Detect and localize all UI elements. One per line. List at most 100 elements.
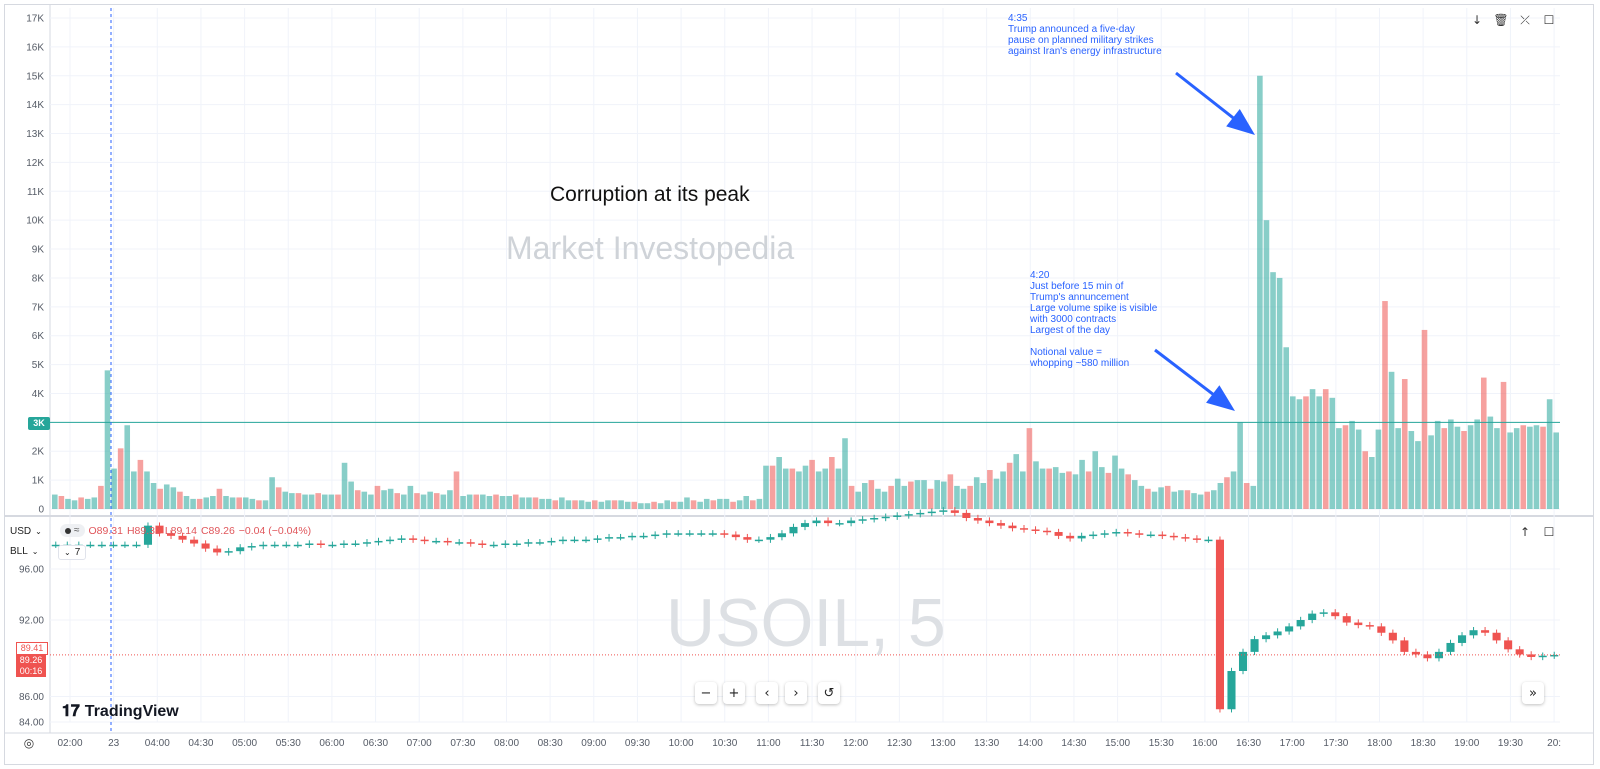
visibility-toggle[interactable]: ≈ [60,524,85,537]
volume-bar [262,500,269,509]
candle-body [939,510,948,512]
volume-bar [315,493,321,509]
volume-bar [1454,426,1461,509]
volume-bar [1316,396,1322,509]
download-icon[interactable]: ↓ [1471,13,1483,27]
candle-body [1008,525,1017,529]
current-price-tag: 89.26 [16,655,46,666]
volume-bar [723,498,730,509]
volume-bar [361,491,368,509]
volume-bar [1329,397,1336,509]
volume-bar [1507,432,1513,509]
unit-selector[interactable]: BLL ⌄ [10,546,39,557]
volume-bar [506,496,512,509]
candle-body [190,539,199,544]
volume-bar [736,500,743,509]
ohlc-low: L89.14 [164,524,197,537]
candle-body [259,544,268,547]
candle-body [1446,642,1455,652]
candle-body [409,538,418,540]
volume-bar [697,501,703,509]
price-axis: 96.00 92.00 86.00 84.00 [19,565,44,729]
interval-selector[interactable]: ⌄ 7 [58,545,87,560]
volume-tick-label: 0 [38,505,44,516]
volume-bar [84,498,91,509]
zoom-out-button[interactable]: − [695,682,717,704]
annotation-1-arrow-head [1226,109,1255,135]
volume-bar [624,501,631,509]
candle-body [973,518,982,521]
volume-bar [1309,389,1316,509]
volume-bar [480,494,486,509]
candle-body [1077,535,1086,539]
collapse-icon[interactable]: ⤫ [1520,12,1530,27]
volume-bar [631,501,638,509]
volume-bar [644,503,651,509]
price-tick-label: 86.00 [19,692,44,703]
maximize-icon[interactable]: ☐ [1543,13,1555,27]
volume-bar [1224,477,1230,509]
scroll-to-realtime-button[interactable]: » [1522,682,1544,704]
volume-bar [1085,471,1092,509]
time-tick-label: 09:00 [581,738,606,749]
time-tick-label: 12:30 [887,738,912,749]
volume-bar [835,468,842,509]
volume-bar [914,480,921,509]
volume-bar [1125,474,1131,509]
volume-bar [809,459,815,509]
time-tick-label: 13:30 [974,738,999,749]
candle-body [1527,654,1536,657]
scroll-forward-button[interactable]: › [785,682,807,704]
candle-body [132,544,141,547]
volume-tick-label: 7K [32,302,45,313]
volume-tick-label: 2K [32,447,45,458]
last-price-tag: 89.41 [16,642,48,655]
candle-body [558,539,567,542]
time-tick-label: 08:30 [538,738,563,749]
volume-bar [1217,483,1224,509]
zoom-in-button[interactable]: + [723,682,745,704]
ohlc-legend: ≈ O89.31 H89.32 L89.14 C89.26 −0.04 (−0.… [60,524,311,537]
volume-bar [1533,425,1540,509]
reset-view-button[interactable]: ↺ [818,682,840,704]
trash-icon[interactable]: 🗑 [1493,13,1509,27]
volume-bar [940,481,947,509]
tradingview-logo[interactable]: 𝟏𝟕 TradingView [62,703,179,721]
volume-bar [730,501,736,509]
volume-bar [861,483,868,509]
volume-bar [987,470,993,509]
volume-bar [1520,425,1527,509]
move-up-icon[interactable]: ↑ [1519,525,1531,539]
settings-icon[interactable]: ◎ [23,736,35,750]
currency-selector[interactable]: USD ⌄ [10,526,42,537]
candle-body [639,535,648,538]
time-tick-label: 15:00 [1105,738,1130,749]
volume-bar [289,493,295,509]
symbol-watermark: USOIL, 5 [666,585,946,661]
volume-bar [1395,428,1401,509]
volume-bar [473,494,480,509]
volume-bar [591,500,598,509]
volume-bar [743,496,750,509]
candle-body [1135,533,1144,535]
volume-bar [295,493,302,509]
candle-body [927,511,936,514]
volume-bar [1033,461,1039,509]
candle-body [835,523,844,525]
candle-body [962,512,971,518]
volume-bar [1138,485,1145,509]
chart-title: Corruption at its peak [550,183,750,206]
maximize-pane-icon[interactable]: ☐ [1543,525,1555,539]
candle-body [858,519,867,521]
volume-bar [414,493,420,509]
volume-bar [282,491,289,509]
volume-bar [1250,485,1257,509]
scroll-back-button[interactable]: ‹ [756,682,778,704]
volume-bar [236,497,242,509]
candle-body [547,540,556,543]
annotation-1-text: Trump announced a five-day pause on plan… [1008,24,1162,57]
chart-frame [4,4,1594,765]
candle-body [1492,632,1501,641]
volume-bar [519,497,526,509]
